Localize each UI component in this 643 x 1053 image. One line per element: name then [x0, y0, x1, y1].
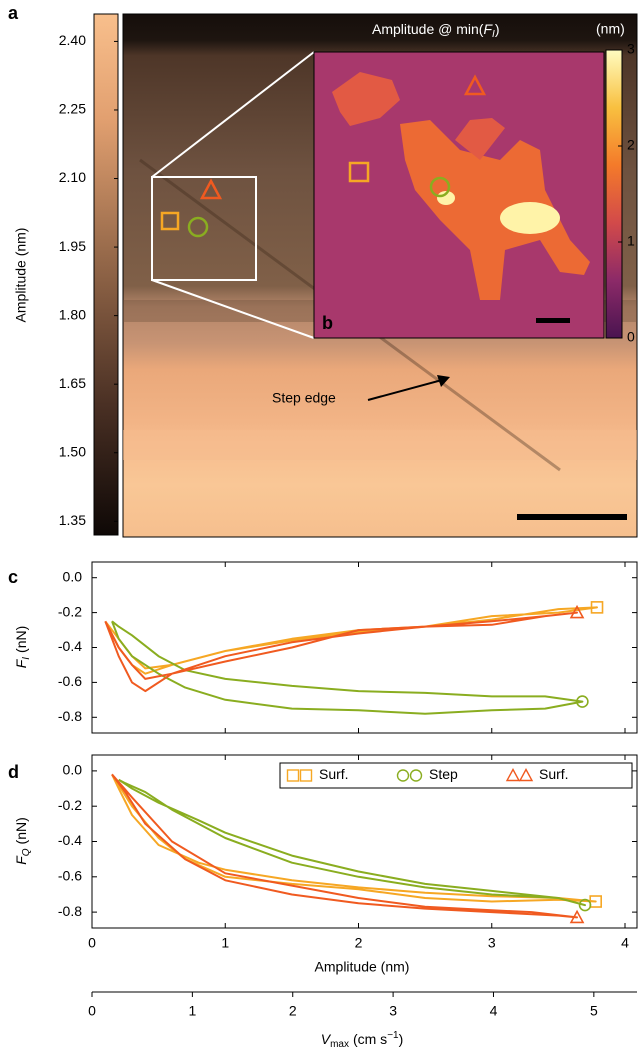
legend-label: Step — [429, 766, 458, 782]
colorbar-tick-label: 3 — [627, 41, 635, 57]
x2-axis-label: Vmax(cm s−1) — [321, 1030, 404, 1050]
panel-label: b — [322, 313, 333, 333]
colorbar-tick-label: 2 — [627, 137, 635, 153]
y-tick-label: -0.6 — [58, 868, 82, 884]
image-band — [123, 430, 637, 460]
colorbar-tick-label: 1.50 — [59, 443, 86, 459]
colorbar-tick-label: 1 — [627, 233, 635, 249]
y-tick-label: -0.6 — [58, 673, 82, 689]
colorbar-tick-label: 1.65 — [59, 375, 86, 391]
y-tick-label: -0.2 — [58, 603, 82, 619]
y-tick-label: -0.2 — [58, 797, 82, 813]
unit: (nN) — [13, 817, 29, 844]
y-tick-label: 0.0 — [63, 762, 83, 778]
y-tick-label: -0.4 — [58, 832, 82, 848]
unit: ) — [399, 1031, 404, 1047]
colorbar-tick-label: 1.35 — [59, 512, 86, 528]
x2-tick-label: 5 — [590, 1003, 598, 1019]
legend-label: Surf. — [539, 766, 569, 782]
y-tick-label: -0.4 — [58, 638, 82, 654]
colorbar — [94, 14, 118, 535]
curve — [105, 613, 577, 692]
subscript: max — [330, 1039, 349, 1050]
panel-label: a — [8, 3, 19, 23]
colorbar — [606, 50, 622, 338]
y-axis-label: FQ(nN) — [13, 817, 32, 865]
scale-bar — [536, 318, 570, 323]
colorbar-tick-label: 1.80 — [59, 306, 86, 322]
x-tick-label: 4 — [621, 935, 629, 951]
x2-tick-label: 1 — [188, 1003, 196, 1019]
subscript: I — [21, 657, 32, 660]
colorbar-tick-label: 0 — [627, 329, 635, 345]
colorbar-tick-label: 1.95 — [59, 238, 86, 254]
scale-bar — [517, 514, 627, 520]
x2-tick-label: 4 — [490, 1003, 498, 1019]
x2-tick-label: 0 — [88, 1003, 96, 1019]
colorbar-label: (nm) — [596, 21, 625, 37]
superscript: −1 — [387, 1030, 399, 1041]
x2-tick-label: 3 — [389, 1003, 397, 1019]
unit: (nN) — [13, 626, 29, 653]
title-text: Amplitude @ min( — [372, 21, 484, 37]
y-axis-label: FI(nN) — [13, 626, 32, 669]
x-tick-label: 2 — [355, 935, 363, 951]
x2-tick-label: 2 — [289, 1003, 297, 1019]
x-tick-label: 3 — [488, 935, 496, 951]
inset-region — [500, 202, 560, 234]
curve — [112, 774, 596, 901]
y-tick-label: -0.8 — [58, 903, 82, 919]
colorbar-tick-label: 2.40 — [59, 32, 86, 48]
figure: a Amplitude (nm) Step edge b Amplitude @… — [0, 0, 643, 1053]
colorbar-tick-label: 2.25 — [59, 101, 86, 117]
legend-label: Surf. — [319, 766, 349, 782]
x-axis-label: Amplitude (nm) — [315, 959, 410, 975]
title-text: ) — [495, 21, 500, 37]
annotation: Step edge — [272, 390, 336, 406]
colorbar-label: Amplitude (nm) — [13, 228, 29, 323]
unit: (cm s — [353, 1031, 387, 1047]
y-tick-label: -0.8 — [58, 708, 82, 724]
panel-label: d — [8, 762, 19, 782]
subscript: Q — [21, 848, 32, 856]
x-tick-label: 1 — [221, 935, 229, 951]
panel-label: c — [8, 567, 18, 587]
y-tick-label: 0.0 — [63, 568, 83, 584]
colorbar-tick-label: 2.10 — [59, 169, 86, 185]
x-tick-label: 0 — [88, 935, 96, 951]
